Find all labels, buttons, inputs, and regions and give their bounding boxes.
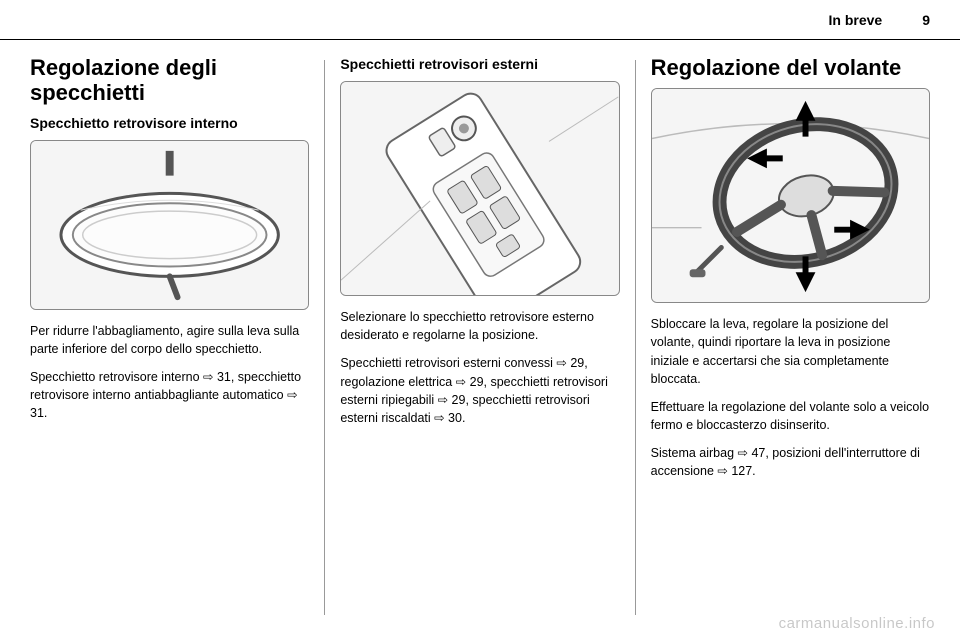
illustration-interior-mirror <box>30 140 309 310</box>
para-airbag-refs: Sistema airbag ⇨ 47, posizioni dell'inte… <box>651 444 930 480</box>
illustration-door-controls <box>340 81 619 296</box>
para-select-mirror: Selezionare lo specchietto retrovisore e… <box>340 308 619 344</box>
para-adjust-stationary: Effettuare la regolazione del volante so… <box>651 398 930 434</box>
para-mirror-lever: Per ridurre l'abbagliamento, agire sulla… <box>30 322 309 358</box>
subheading-exterior-mirrors: Specchietti retrovisori esterni <box>340 55 619 73</box>
column-2: Specchietti retrovisori esterni <box>325 55 634 620</box>
column-3: Regolazione del volante <box>636 55 930 620</box>
heading-steering-adjustment: Regolazione del volante <box>651 55 930 80</box>
para-unlock-lever: Sbloccare la leva, regolare la posizione… <box>651 315 930 388</box>
para-mirror-refs: Specchietto retrovisore interno ⇨ 31, sp… <box>30 368 309 422</box>
watermark: carmanualsonline.info <box>779 615 935 632</box>
column-1: Regolazione degli specchietti Specchiett… <box>30 55 324 620</box>
page-header: In breve 9 <box>0 0 960 40</box>
subheading-interior-mirror: Specchietto retrovisore interno <box>30 114 309 132</box>
heading-mirror-adjustment: Regolazione degli specchietti <box>30 55 309 106</box>
illustration-steering-wheel <box>651 88 930 303</box>
header-section-title: In breve <box>829 12 883 28</box>
para-exterior-mirror-refs: Specchietti retrovisori esterni convessi… <box>340 354 619 427</box>
content-columns: Regolazione degli specchietti Specchiett… <box>0 40 960 620</box>
header-page-number: 9 <box>922 12 930 28</box>
